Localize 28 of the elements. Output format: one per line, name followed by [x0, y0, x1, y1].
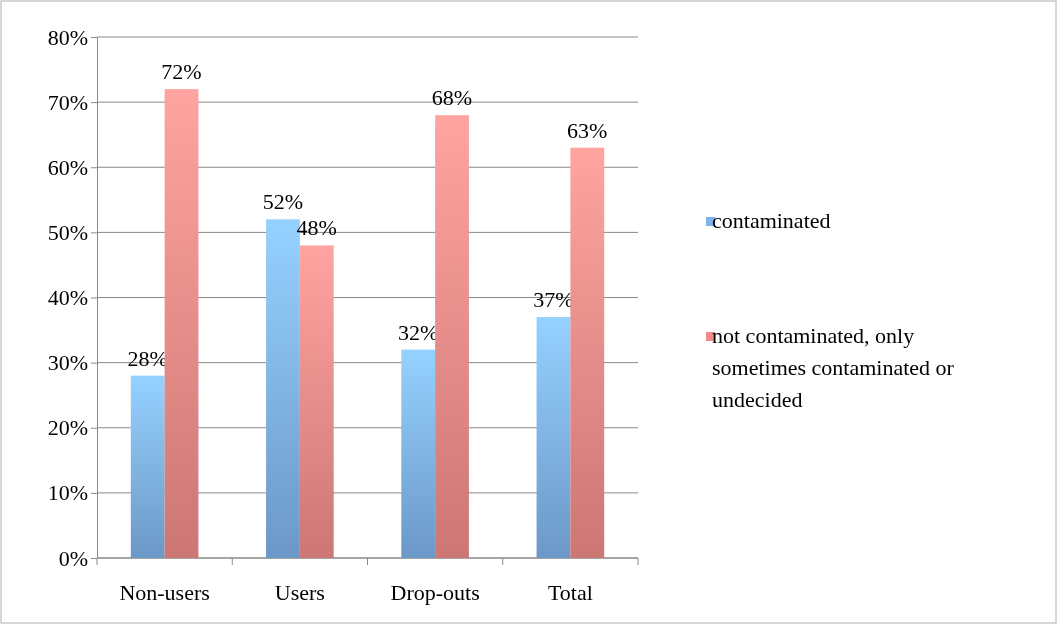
- data-label: 63%: [567, 117, 608, 143]
- y-tick-label: 70%: [47, 89, 88, 115]
- y-tick-label: 20%: [47, 415, 88, 441]
- bar: [570, 147, 605, 558]
- x-tick-label: Drop-outs: [390, 580, 480, 605]
- y-tick-label: 60%: [47, 154, 88, 180]
- data-label: 48%: [296, 215, 337, 241]
- bar: [130, 375, 165, 558]
- y-tick-label: 40%: [47, 285, 88, 311]
- legend-label: not contaminated, only sometimes contaminated or undecided: [712, 323, 955, 412]
- x-tick-label: Non-users: [119, 580, 210, 605]
- bar: [536, 317, 571, 558]
- x-tick-label: Users: [274, 580, 325, 605]
- y-tick-label: 10%: [47, 480, 88, 506]
- data-label: 72%: [161, 59, 202, 85]
- y-tick-label: 30%: [47, 350, 88, 376]
- y-tick-label: 80%: [47, 24, 88, 50]
- bar: [401, 349, 436, 558]
- legend-label: contaminated: [712, 208, 831, 233]
- data-label: 68%: [431, 85, 473, 111]
- data-label: 52%: [262, 189, 304, 215]
- bar: [435, 115, 469, 558]
- y-tick-label: 50%: [47, 219, 88, 245]
- y-tick-label: 0%: [58, 545, 88, 571]
- data-label: 32%: [398, 319, 439, 345]
- x-tick-label: Total: [547, 580, 593, 605]
- bar: [299, 245, 334, 558]
- bar: [164, 89, 199, 558]
